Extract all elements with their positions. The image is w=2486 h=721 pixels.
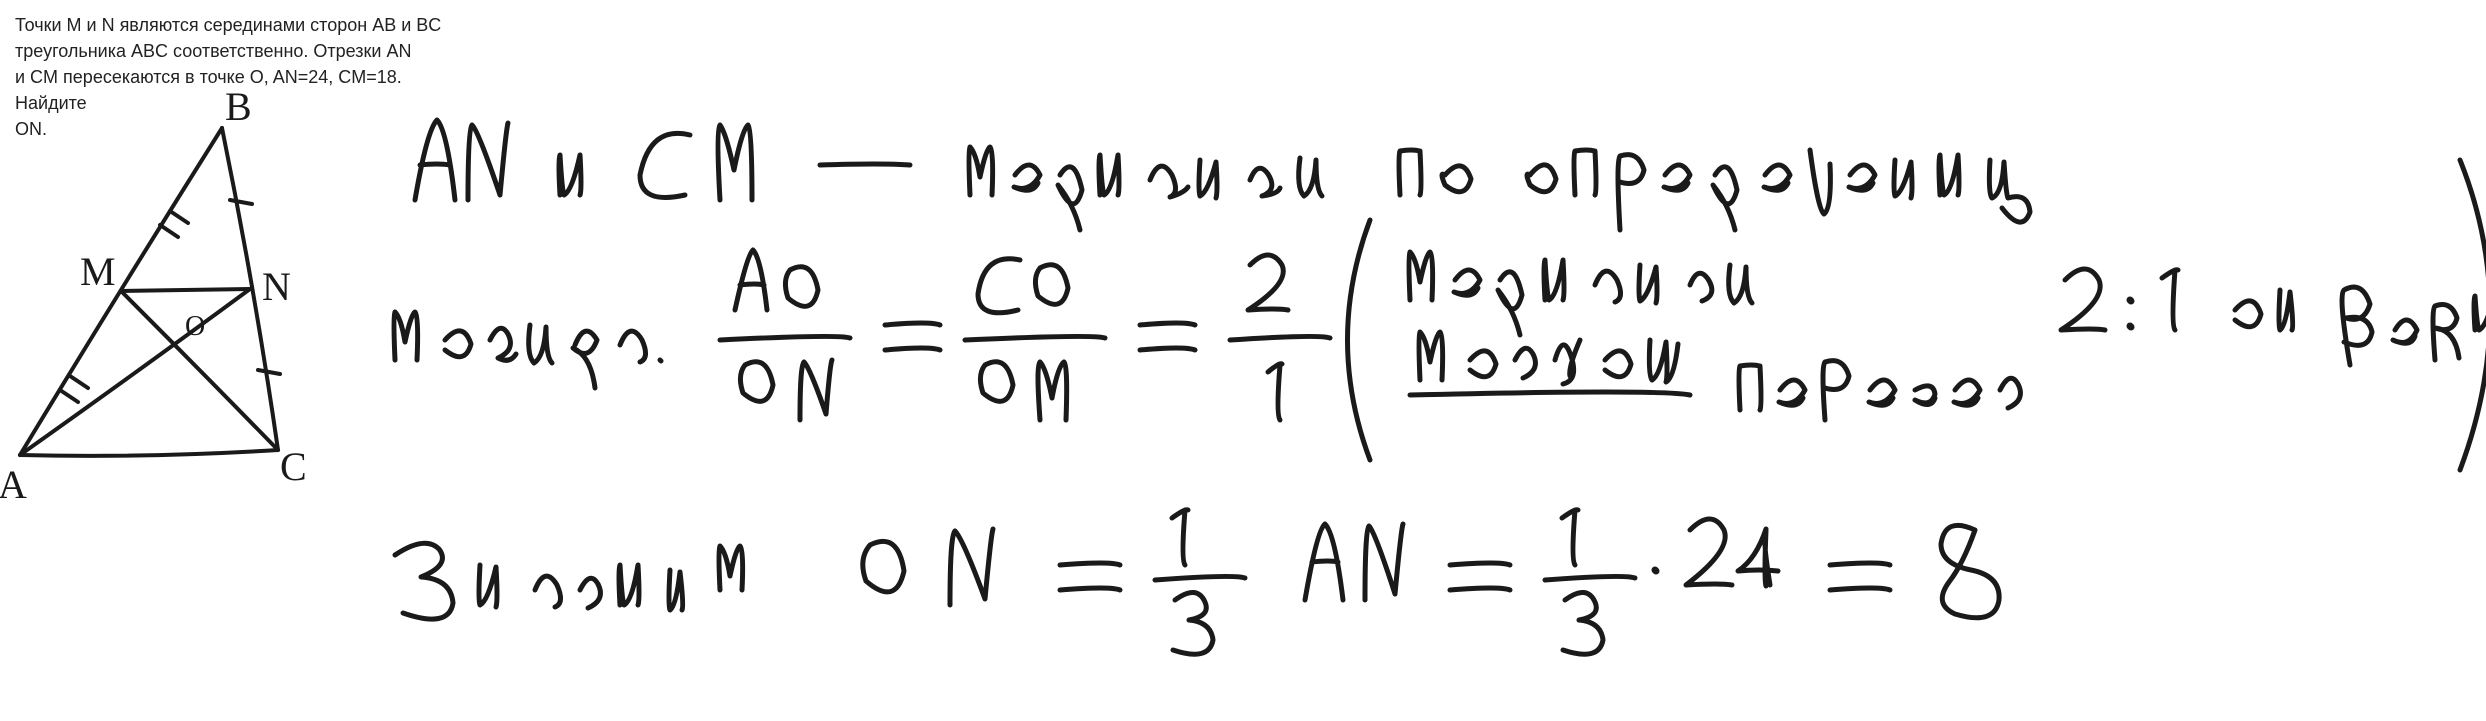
label-c: C — [280, 444, 307, 489]
label-b: B — [225, 84, 252, 129]
label-m: M — [80, 249, 116, 294]
label-o: O — [185, 311, 205, 342]
segment-mn — [121, 289, 250, 291]
diagram-labels: A B C M N O — [0, 84, 307, 507]
hw-line-1 — [415, 120, 2030, 230]
side-ca — [20, 450, 278, 456]
figure-canvas: A B C M N O — [0, 0, 2486, 721]
label-n: N — [262, 264, 291, 309]
triangle-diagram — [20, 128, 280, 456]
tick-bn — [230, 200, 252, 204]
hw-line-2 — [394, 160, 2486, 470]
hw-line-3 — [395, 510, 1999, 655]
handwriting — [394, 120, 2486, 654]
tick-nc — [258, 370, 280, 374]
median-an — [20, 289, 250, 455]
label-a: A — [0, 462, 27, 507]
